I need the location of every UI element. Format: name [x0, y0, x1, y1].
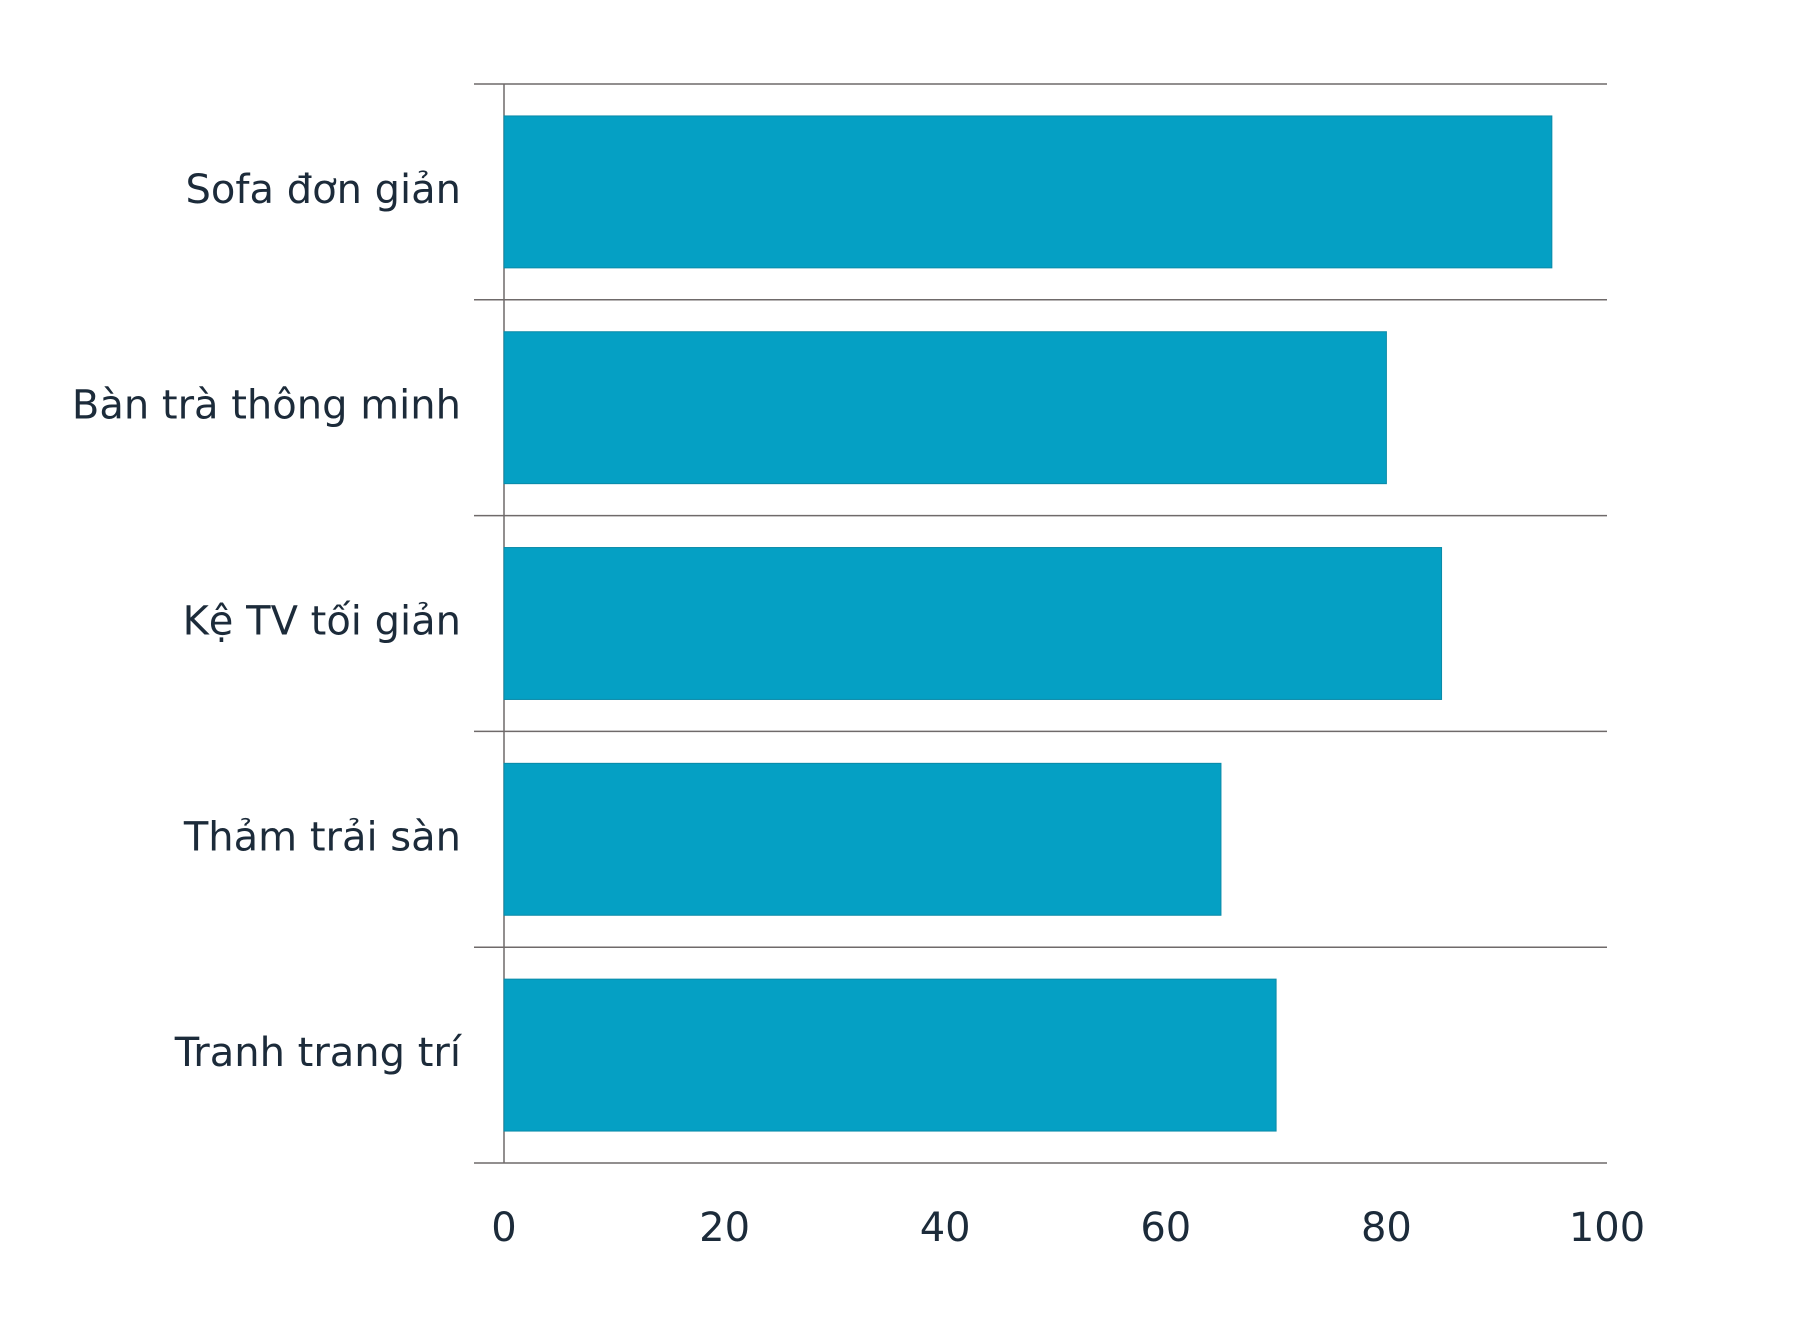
x-tick-label: 100 — [1569, 1205, 1645, 1251]
x-tick-label: 40 — [920, 1205, 971, 1251]
bar — [503, 762, 1222, 916]
x-tick-label: 0 — [491, 1205, 516, 1251]
x-tick-label: 20 — [699, 1205, 750, 1251]
x-tick-label: 60 — [1140, 1205, 1191, 1251]
y-tick-label: Bàn trà thông minh — [72, 383, 461, 429]
y-tick-label: Kệ TV tối giản — [183, 599, 461, 645]
x-tick-label: 80 — [1361, 1205, 1412, 1251]
y-tick-label: Thảm trải sàn — [183, 814, 461, 860]
bar — [503, 115, 1553, 269]
bar — [503, 547, 1443, 700]
bar — [503, 978, 1277, 1132]
y-tick-label: Sofa đơn giản — [186, 167, 461, 213]
bar — [503, 331, 1387, 485]
y-tick-label: Tranh trang trí — [174, 1030, 463, 1076]
